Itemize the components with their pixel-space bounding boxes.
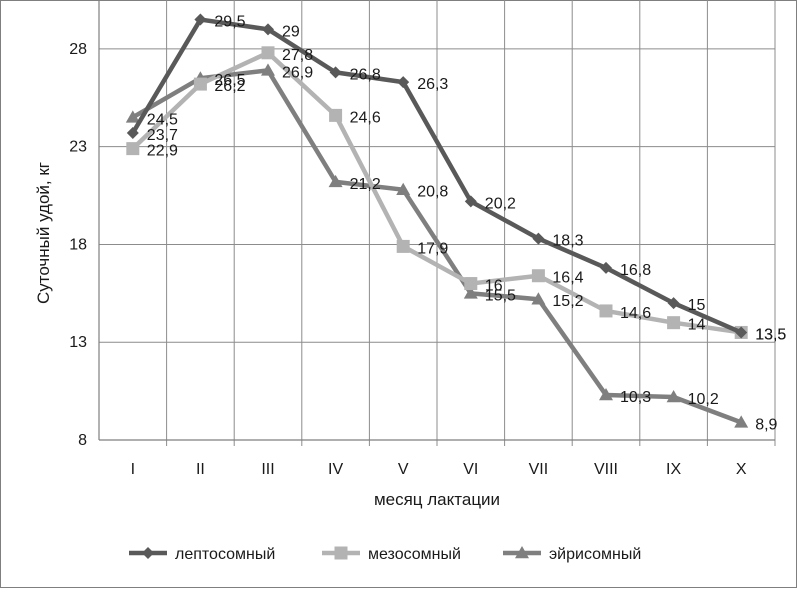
data-labels: 23,7 29,5 29 26,8 26,3 20,2 18,3 16,8 15 13,5 22,9…	[147, 14, 787, 434]
data-label: 14	[688, 317, 706, 334]
x-axis-title: месяц лактации	[374, 490, 500, 509]
y-axis-title: Суточный удой, кг	[34, 162, 53, 304]
data-label: 26,9	[282, 64, 313, 81]
legend: лептосомный мезосомный эйрисомный	[129, 546, 641, 563]
data-label: 16,4	[552, 270, 583, 287]
x-tick-label: I	[131, 461, 135, 478]
series-triangle	[125, 63, 749, 428]
legend-item: лептосомный	[129, 546, 275, 563]
data-label: 26,8	[350, 66, 381, 83]
data-label: 27,8	[282, 47, 313, 64]
data-point-square	[599, 304, 613, 318]
series-line	[131, 50, 742, 335]
data-label: 13,5	[755, 326, 786, 343]
y-tick-label: 23	[69, 139, 87, 156]
data-point-square	[261, 46, 275, 60]
data-label: 24,6	[350, 109, 381, 126]
data-point-diamond	[142, 547, 154, 559]
data-label: 8,9	[755, 416, 777, 433]
data-point-square	[396, 239, 410, 253]
data-label: 22,9	[147, 143, 178, 160]
x-tick-label: III	[261, 461, 274, 478]
data-label: 14,6	[620, 305, 651, 322]
data-point-diamond	[397, 76, 410, 89]
x-tick-label: IV	[328, 461, 343, 478]
x-tick-label: X	[736, 461, 747, 478]
data-point-diamond	[329, 66, 342, 79]
data-point-diamond	[532, 232, 545, 245]
x-tick-label: IX	[666, 461, 681, 478]
legend-label: лептосомный	[175, 546, 275, 563]
legend-item: эйрисомный	[503, 546, 641, 563]
y-tick-label: 13	[69, 334, 87, 351]
data-label: 10,2	[688, 391, 719, 408]
data-label: 13,5	[755, 326, 786, 343]
data-label: 15,5	[485, 287, 516, 304]
data-point-square	[193, 77, 207, 91]
data-point-triangle	[515, 546, 529, 559]
data-point-square	[531, 269, 545, 283]
series-group	[125, 13, 749, 428]
data-point-diamond	[667, 297, 680, 310]
data-label: 20,8	[417, 184, 448, 201]
data-label: 29,5	[214, 14, 245, 31]
y-tick-label: 28	[69, 41, 87, 58]
series-diamond	[126, 13, 748, 339]
y-tick-label: 18	[69, 236, 87, 253]
data-point-triangle	[328, 174, 343, 188]
data-point-triangle	[531, 292, 546, 305]
data-label: 10,3	[620, 389, 651, 406]
data-label: 15,2	[552, 293, 583, 310]
data-label: 24,5	[147, 111, 178, 128]
x-tick-label: II	[196, 461, 205, 478]
data-point-triangle	[261, 63, 275, 76]
legend-label: мезосомный	[368, 546, 461, 563]
x-tick-label: V	[398, 461, 409, 478]
data-label: 26,5	[214, 72, 245, 89]
data-point-square	[126, 142, 140, 156]
data-label: 16	[485, 278, 503, 295]
data-label: 21,2	[350, 176, 381, 193]
series-line	[130, 17, 743, 335]
x-tick-label: VIII	[594, 461, 618, 478]
data-point-triangle	[396, 182, 411, 195]
data-point-square	[464, 277, 478, 291]
data-label: 26,3	[417, 76, 448, 93]
legend-label: эйрисомный	[549, 546, 641, 563]
data-point-diamond	[600, 261, 612, 274]
data-point-diamond	[464, 195, 477, 208]
x-tick-label: VI	[463, 461, 478, 478]
data-point-triangle	[734, 415, 749, 428]
data-point-triangle	[599, 388, 613, 401]
data-label: 15	[688, 297, 706, 314]
data-point-square	[667, 316, 681, 330]
data-point-diamond	[735, 326, 748, 339]
data-label: 20,2	[485, 195, 516, 212]
x-tick-label: VII	[529, 461, 549, 478]
data-label: 26,2	[214, 78, 245, 95]
data-point-triangle	[125, 110, 140, 123]
data-label: 18,3	[552, 233, 583, 250]
data-point-diamond	[262, 23, 274, 36]
data-label: 17,9	[417, 240, 448, 257]
data-point-diamond	[194, 13, 207, 26]
data-point-triangle	[666, 389, 681, 403]
series-line	[131, 68, 742, 425]
data-point-square	[334, 546, 348, 560]
data-point-diamond	[126, 126, 139, 139]
legend-item: мезосомный	[322, 546, 461, 563]
data-point-square	[329, 108, 343, 122]
data-point-triangle	[463, 286, 478, 299]
data-label: 23,7	[147, 127, 178, 144]
y-tick-label: 8	[78, 432, 87, 449]
data-label: 29	[282, 23, 300, 40]
data-label: 16,8	[620, 262, 651, 279]
